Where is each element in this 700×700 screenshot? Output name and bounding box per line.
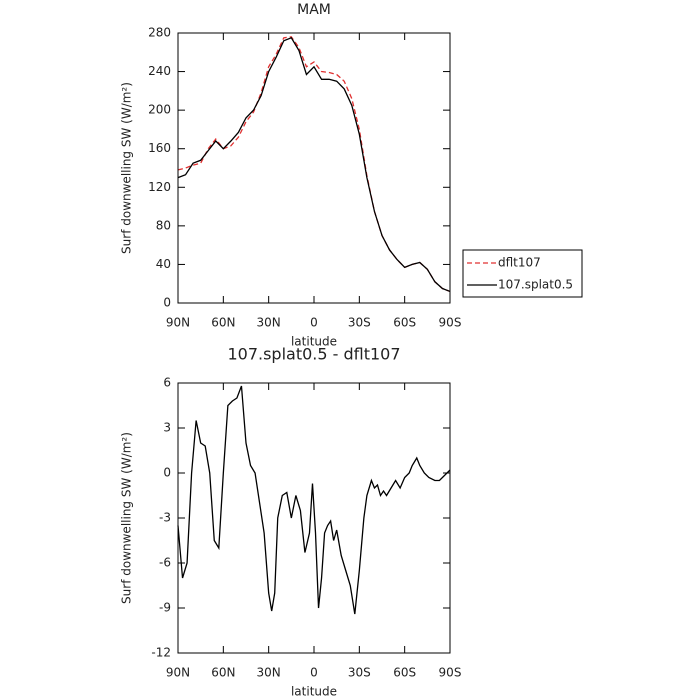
x-tick-label: 60N: [211, 666, 235, 680]
y-tick-label: 160: [148, 141, 171, 155]
y-tick-label: 280: [148, 26, 171, 40]
x-tick-label: 0: [310, 666, 318, 680]
x-tick-label: 30S: [348, 316, 371, 330]
data-line: [177, 37, 451, 293]
y-tick-label: -12: [151, 646, 171, 660]
y-axis-label: Surf downwelling SW (W/m²): [120, 432, 134, 604]
chart-title: 107.splat0.5 - dflt107: [227, 345, 400, 364]
data-line: [177, 36, 451, 293]
y-tick-label: -6: [159, 556, 171, 570]
x-tick-label: 30N: [257, 316, 281, 330]
data-line: [177, 385, 451, 615]
y-tick-label: 40: [156, 257, 171, 271]
x-tick-label: 90S: [439, 666, 462, 680]
y-tick-label: 6: [163, 376, 171, 390]
x-axis-label: latitude: [291, 685, 337, 699]
y-tick-label: -9: [159, 601, 171, 615]
y-tick-label: 3: [163, 421, 171, 435]
x-tick-label: 30S: [348, 666, 371, 680]
x-tick-label: 60S: [393, 316, 416, 330]
y-tick-label: 120: [148, 180, 171, 194]
x-tick-label: 30N: [257, 666, 281, 680]
x-tick-label: 60N: [211, 316, 235, 330]
legend-label: dflt107: [498, 256, 541, 270]
y-tick-label: 240: [148, 64, 171, 78]
y-axis-label: Surf downwelling SW (W/m²): [120, 82, 134, 254]
y-tick-label: -3: [159, 511, 171, 525]
legend-label: 107.splat0.5: [498, 278, 573, 292]
x-tick-label: 90N: [166, 316, 190, 330]
y-tick-label: 0: [163, 296, 171, 310]
chart-title: MAM: [297, 2, 331, 18]
x-axis-label: latitude: [291, 335, 337, 349]
legend-box: [462, 249, 583, 298]
x-tick-label: 60S: [393, 666, 416, 680]
y-tick-label: 80: [156, 218, 171, 232]
x-tick-label: 0: [310, 316, 318, 330]
y-tick-label: 200: [148, 103, 171, 117]
x-tick-label: 90S: [439, 316, 462, 330]
y-tick-label: 0: [163, 466, 171, 480]
plot-frame: [177, 32, 451, 304]
plot-frame: [177, 382, 451, 654]
x-tick-label: 90N: [166, 666, 190, 680]
